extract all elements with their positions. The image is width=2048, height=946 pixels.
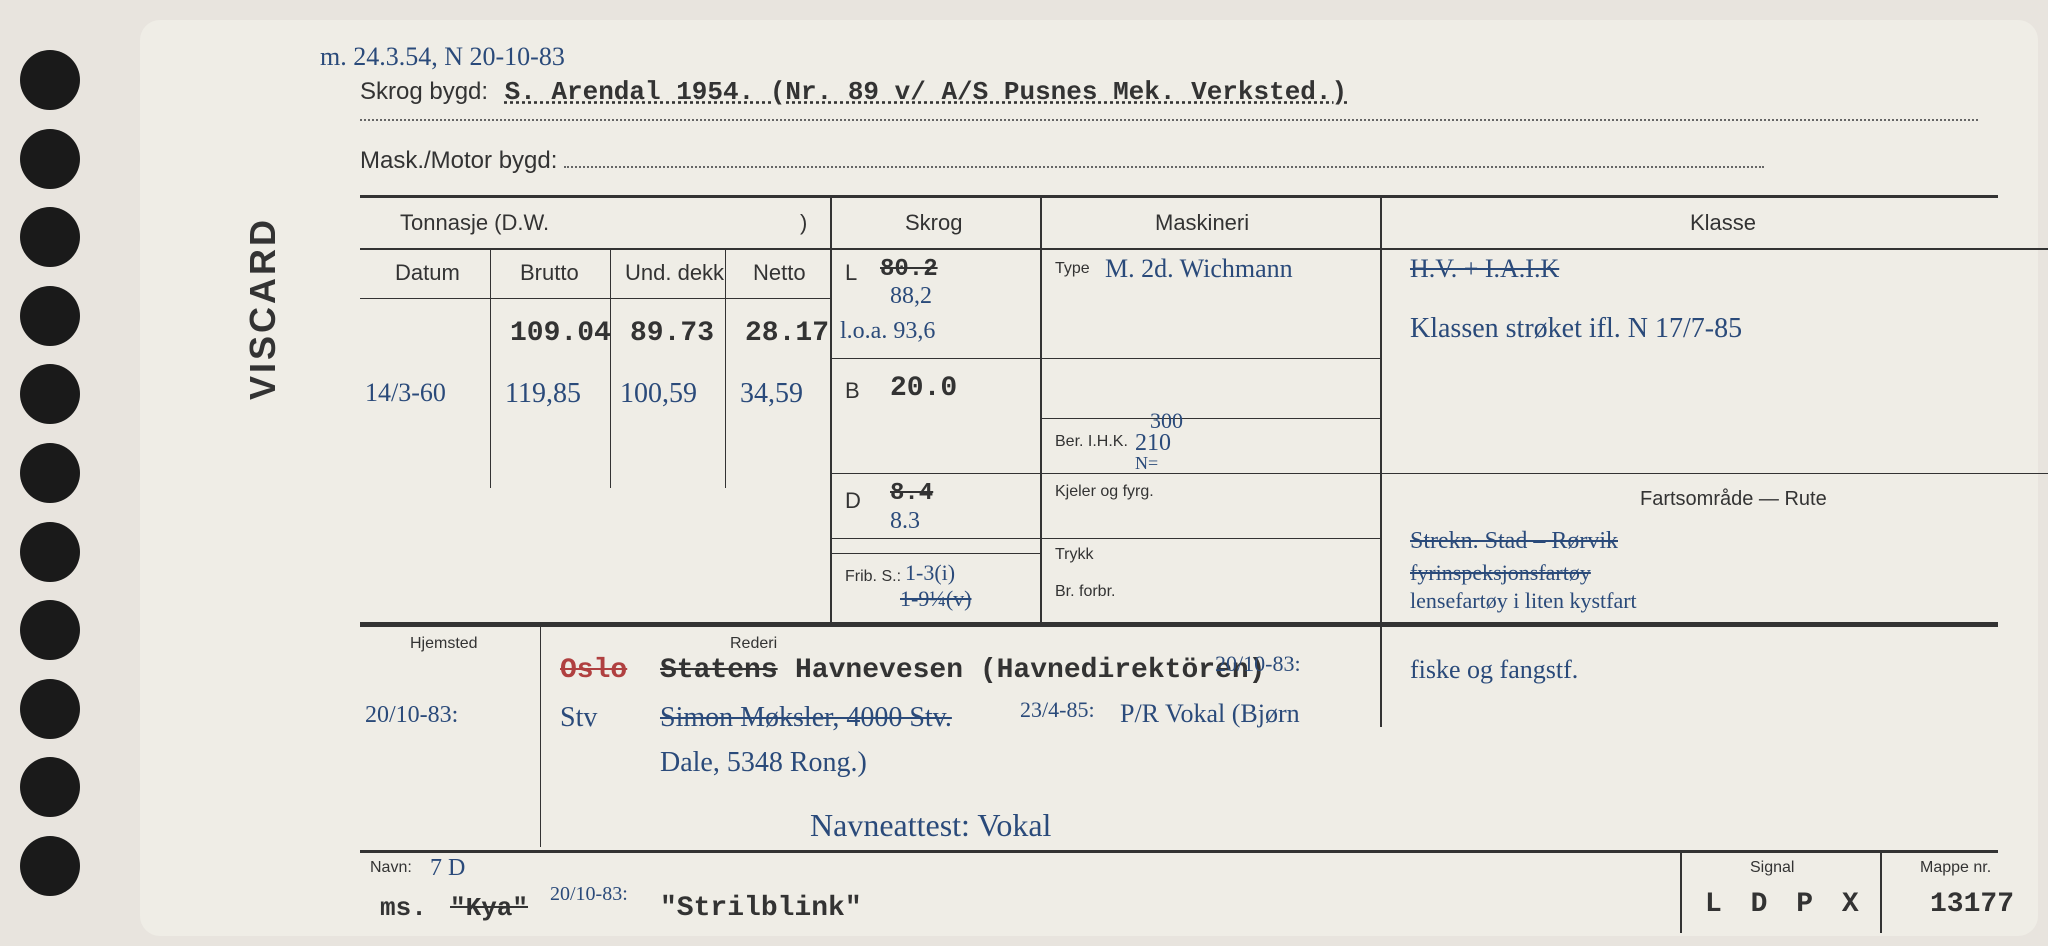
havnevesen: Havnevesen (Havnedirektören) bbox=[795, 655, 1265, 686]
brutto-header: Brutto bbox=[520, 260, 579, 286]
brutto-2: 119,85 bbox=[505, 378, 581, 410]
vokal: P/R Vokal (Bjørn bbox=[1120, 699, 1300, 729]
brutto-1: 109.04 bbox=[510, 318, 611, 349]
mappe-label: Mappe nr. bbox=[1920, 859, 1991, 877]
dale: Dale, 5348 Rong.) bbox=[660, 747, 867, 779]
skrog-bygd-value: S. Arendal 1954. (Nr. 89 v/ A/S Pusnes M… bbox=[505, 77, 1348, 107]
frib-v2: 1-9¼(v) bbox=[900, 586, 971, 612]
L-strike: 80.2 bbox=[880, 256, 938, 283]
top-margin-note: m. 24.3.54, N 20-10-83 bbox=[320, 42, 565, 72]
navneattest: Navneattest: Vokal bbox=[810, 807, 1051, 844]
netto-2: 34,59 bbox=[740, 378, 803, 410]
navn-bar: Navn: 7 D ms. "Kya" 20/10-83: "Strilblin… bbox=[360, 850, 1998, 930]
L-val: 88,2 bbox=[890, 283, 932, 310]
hjemsted-section: Hjemsted Rederi Oslo Statens Havnevesen … bbox=[360, 625, 1998, 840]
frib-v1: 1-3(i) bbox=[905, 560, 955, 586]
signal-label: Signal bbox=[1750, 859, 1794, 877]
main-data-grid: Tonnasje (D.W. ) Datum Brutto Und. dekk … bbox=[360, 195, 1998, 625]
datum-header: Datum bbox=[395, 260, 460, 286]
navn-date: 20/10-83: bbox=[550, 883, 628, 906]
farts-l2a: fyrinspeksjonsfartøy bbox=[1410, 560, 1591, 586]
klasse-header: Klasse bbox=[1690, 210, 1756, 236]
simon: Simon Møksler, 4000 Stv. bbox=[660, 702, 952, 734]
maskineri-header: Maskineri bbox=[1155, 210, 1249, 236]
datum-2: 14/3-60 bbox=[365, 378, 446, 408]
kjeler-label: Kjeler og fyrg. bbox=[1055, 483, 1154, 501]
index-card: VISCARD m. 24.3.54, N 20-10-83 Skrog byg… bbox=[140, 20, 2038, 936]
netto-header: Netto bbox=[753, 260, 806, 286]
D-strike: 8.4 bbox=[890, 480, 933, 507]
frib-label: Frib. S.: bbox=[845, 568, 901, 586]
farts-l3: fiske og fangstf. bbox=[1410, 655, 1578, 685]
B-label: B bbox=[845, 378, 860, 404]
mappe: 13177 bbox=[1930, 889, 2014, 920]
unddekk-header: Und. dekk bbox=[625, 260, 724, 286]
date1b: 20/10-83: bbox=[365, 702, 458, 729]
kya: "Kya" bbox=[450, 893, 528, 923]
D-val: 8.3 bbox=[890, 508, 920, 535]
B-val: 20.0 bbox=[890, 373, 957, 404]
farts-label: Fartsområde — Rute bbox=[1640, 488, 1827, 511]
L-label: L bbox=[845, 260, 857, 286]
oslo: Oslo bbox=[560, 655, 627, 686]
mask-motor-row: Mask./Motor bygd: bbox=[360, 145, 1978, 185]
navn-label: Navn: bbox=[370, 859, 412, 877]
ihk-n: N= bbox=[1135, 453, 1158, 474]
und-1: 89.73 bbox=[630, 318, 714, 349]
ms: ms. bbox=[380, 893, 427, 923]
rederi-label: Rederi bbox=[730, 635, 777, 653]
ihk-label: Ber. I.H.K. bbox=[1055, 433, 1128, 451]
skrog-bygd-label: Skrog bygd: bbox=[360, 78, 488, 105]
netto-1: 28.17 bbox=[745, 318, 829, 349]
stv: Stv bbox=[560, 702, 597, 734]
und-2: 100,59 bbox=[620, 378, 697, 410]
statens: Statens bbox=[660, 655, 778, 686]
viscard-brand: VISCARD bbox=[242, 217, 284, 400]
farts-l2b: lensefartøy i liten kystfart bbox=[1410, 588, 1637, 614]
D-label: D bbox=[845, 488, 861, 514]
trykk-label: Trykk bbox=[1055, 546, 1094, 564]
farts-l1: Strekn. Stad – Rørvik bbox=[1410, 528, 1618, 555]
tonnasje-header: Tonnasje (D.W. bbox=[400, 210, 549, 236]
klasse-l2: Klassen strøket ifl. N 17/7-85 bbox=[1410, 313, 1742, 345]
br-label: Br. forbr. bbox=[1055, 583, 1115, 601]
tonnasje-close: ) bbox=[800, 210, 807, 236]
type-val: M. 2d. Wichmann bbox=[1105, 254, 1293, 284]
type-label: Type bbox=[1055, 260, 1090, 278]
hjemsted-label: Hjemsted bbox=[410, 635, 478, 653]
signal: L D P X bbox=[1705, 889, 1865, 920]
loa: l.o.a. 93,6 bbox=[840, 318, 935, 345]
sevenD: 7 D bbox=[430, 855, 465, 882]
klasse-l1: H.V. + I.A.I.K bbox=[1410, 254, 1559, 284]
skrog-header: Skrog bbox=[905, 210, 962, 236]
skrog-bygd-row: Skrog bygd: S. Arendal 1954. (Nr. 89 v/ … bbox=[360, 76, 1978, 121]
date2: 23/4-85: bbox=[1020, 697, 1095, 723]
date1: 20/10-83: bbox=[1215, 651, 1301, 677]
mask-motor-label: Mask./Motor bygd: bbox=[360, 147, 557, 174]
strilblink: "Strilblink" bbox=[660, 893, 862, 924]
